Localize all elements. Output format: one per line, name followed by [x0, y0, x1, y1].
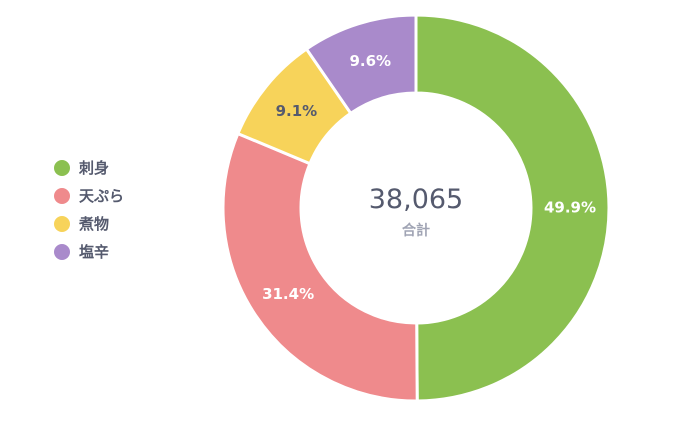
legend-label-4: 塩辛: [79, 243, 109, 261]
donut-slices: [221, 13, 611, 403]
legend-marker-1: [54, 160, 70, 176]
legend-marker-2: [54, 188, 70, 204]
legend-marker-4: [54, 244, 70, 260]
slice-2: [221, 131, 419, 403]
slice-4: [304, 13, 418, 116]
total-value: 38,065: [369, 184, 463, 215]
legend-label-2: 天ぷら: [79, 187, 124, 205]
slice-labels: 49.9% 31.4% 9.1% 9.6%: [262, 52, 596, 303]
total-label: 合計: [402, 222, 430, 239]
slice-1: [414, 13, 611, 403]
slice-label-4: 9.6%: [349, 52, 391, 70]
legend-label-3: 煮物: [78, 215, 109, 233]
slice-label-1: 49.9%: [544, 199, 596, 217]
slice-label-2: 31.4%: [262, 285, 314, 303]
legend-marker-3: [54, 216, 70, 232]
slice-label-3: 9.1%: [276, 102, 318, 120]
legend-label-1: 刺身: [79, 159, 109, 177]
